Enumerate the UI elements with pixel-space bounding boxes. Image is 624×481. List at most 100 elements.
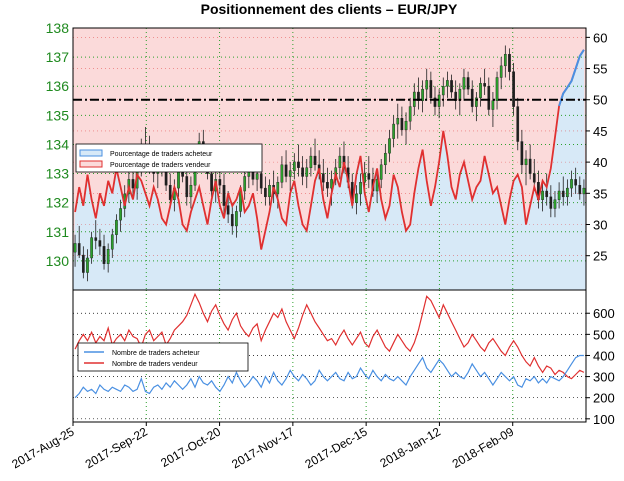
candle [508, 48, 511, 81]
candle [466, 71, 470, 95]
candle [98, 228, 102, 256]
candle [338, 147, 342, 180]
candle [441, 77, 445, 107]
chart-title: Positionnement des clients – EUR/JPY [201, 1, 458, 17]
candle [503, 45, 507, 78]
candle [379, 159, 383, 189]
legend-swatch-seller [79, 160, 103, 168]
candle [297, 144, 300, 177]
count-tick-label: 200 [593, 391, 615, 406]
count-tick-label: 500 [593, 327, 615, 342]
candle [566, 179, 569, 206]
candle [284, 150, 288, 183]
count-tick-label: 400 [593, 348, 615, 363]
candle [470, 80, 474, 113]
candle [475, 92, 478, 122]
candle [549, 185, 553, 218]
candle [520, 129, 524, 174]
candle [77, 225, 81, 258]
percent-tick-label: 45 [593, 124, 607, 139]
candle [330, 170, 333, 206]
candle [280, 156, 284, 189]
price-tick-label: 135 [46, 107, 70, 123]
candle [268, 179, 271, 206]
legend-label-buyer-percent: Pourcentage de traders acheteur [110, 151, 213, 158]
candle [106, 243, 110, 273]
candle [189, 176, 193, 209]
candle [235, 205, 238, 238]
candle [321, 159, 325, 192]
legend-label-seller-percent: Pourcentage de traders vendeur [110, 162, 211, 169]
candle [512, 62, 515, 116]
candle [417, 77, 420, 110]
candle [313, 138, 317, 171]
date-tick-label: 2017-Aug-25 [9, 424, 76, 471]
percent-tick-label: 35 [593, 186, 607, 201]
candle [400, 106, 404, 136]
candle [230, 202, 234, 235]
candle [487, 77, 491, 116]
candle [574, 167, 577, 194]
percent-tick-label: 40 [593, 155, 607, 170]
percent-tick-label: 25 [593, 249, 607, 264]
candle [408, 97, 412, 130]
candle [288, 161, 292, 192]
candle [222, 173, 226, 215]
candle [454, 80, 458, 110]
price-tick-label: 137 [46, 49, 70, 65]
candle [425, 68, 429, 101]
candle [524, 150, 528, 186]
date-tick-label: 2018-Feb-09 [450, 424, 517, 471]
candle [396, 103, 400, 139]
date-tick-label: 2017-Nov-17 [229, 424, 296, 471]
candle [384, 144, 387, 174]
candle [115, 214, 118, 244]
price-tick-label: 131 [46, 224, 70, 240]
candle [86, 249, 89, 282]
percent-tick-label: 50 [593, 93, 607, 108]
candle [392, 115, 395, 148]
candle [446, 71, 449, 98]
recent-crossover-line [558, 49, 585, 107]
candle [73, 234, 77, 267]
count-tick-label: 100 [593, 412, 615, 427]
candle [450, 74, 453, 98]
candle [462, 68, 466, 101]
percent-tick-label: 55 [593, 62, 607, 77]
candle [359, 173, 362, 206]
legend-percentage: Pourcentage de traders acheteur Pourcent… [75, 143, 263, 173]
candle [326, 167, 329, 197]
date-tick-label: 2018-Jan-12 [378, 424, 444, 470]
candle [82, 246, 85, 279]
price-tick-label: 130 [46, 253, 70, 269]
candle [528, 144, 532, 180]
legend-label-seller-count: Nombre de traders vendeur [112, 361, 198, 368]
candle [437, 89, 441, 119]
candle [491, 92, 495, 127]
candle [388, 129, 391, 162]
date-tick-label: 2017-Sep-22 [83, 424, 150, 471]
price-tick-label: 132 [46, 195, 70, 211]
candle [495, 71, 499, 110]
top-panel: 130 131 132 133 134 135 136 137 138 25 30 35 40 45 50… [46, 20, 607, 291]
candle [433, 86, 437, 116]
candle [570, 170, 573, 197]
candle [119, 199, 122, 232]
candle [561, 176, 565, 206]
candle [479, 77, 482, 107]
buyer-share-area [73, 49, 586, 290]
price-tick-label: 136 [46, 78, 70, 94]
legend-count: Nombre de traders acheteur Nombre de tra… [77, 342, 249, 372]
candle [110, 228, 114, 258]
candle [243, 167, 247, 200]
candle [305, 159, 309, 189]
buyer-count-line [74, 354, 584, 399]
seller-count-line [74, 292, 585, 380]
candle [102, 234, 106, 270]
legend-swatch-buyer [79, 149, 103, 157]
candle [185, 167, 189, 206]
candle [90, 231, 93, 264]
candle [375, 173, 379, 203]
date-tick-label: 2017-Dec-15 [303, 424, 370, 471]
